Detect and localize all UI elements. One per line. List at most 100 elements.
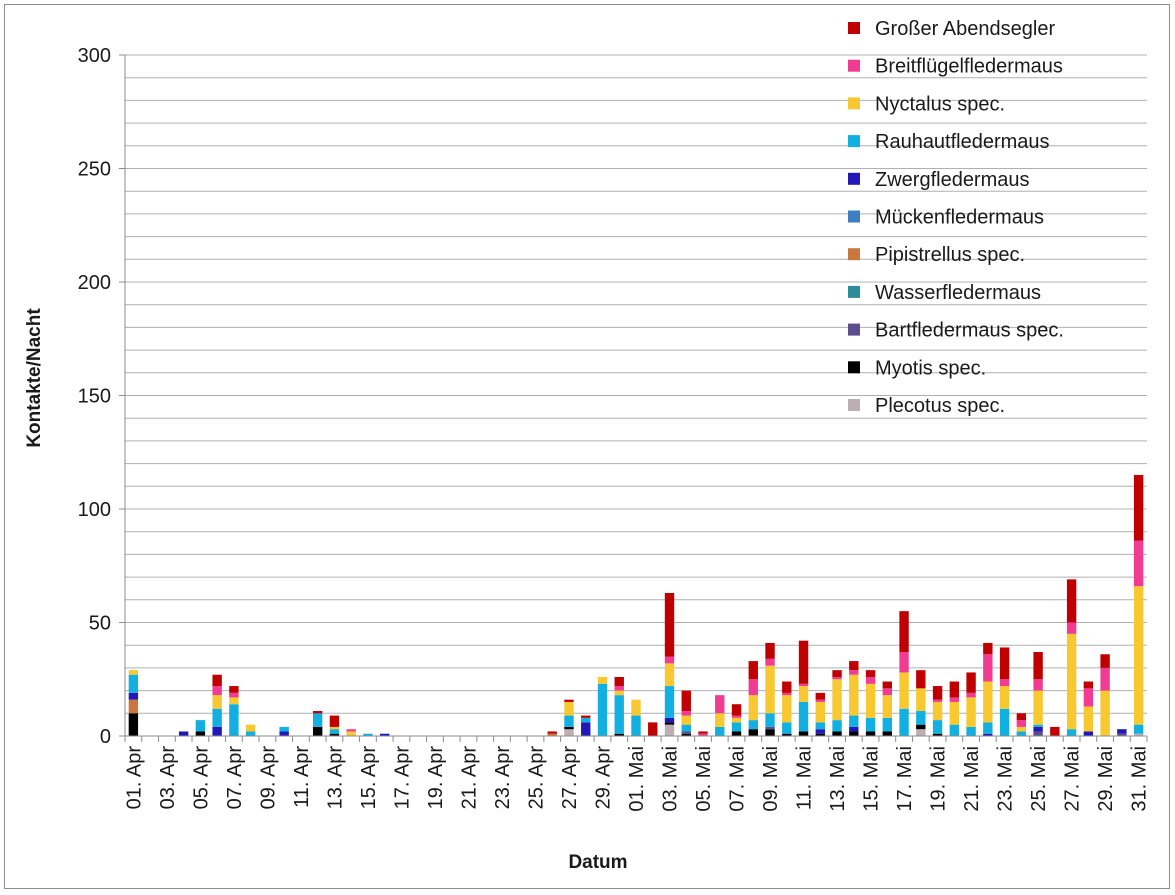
bar-segment — [631, 715, 641, 736]
bar-segment — [798, 686, 809, 702]
bar-segment — [949, 724, 960, 736]
bar-segment — [681, 733, 691, 736]
bar-segment — [849, 674, 859, 716]
bar-segment — [882, 688, 892, 696]
bar-segment — [212, 695, 222, 709]
bar-segment — [748, 729, 758, 736]
bar-segment — [765, 665, 775, 714]
bar-segment — [245, 724, 256, 732]
bar-segment — [547, 733, 557, 736]
bar-segment — [212, 674, 222, 687]
bar-segment — [1066, 729, 1077, 736]
bar-segment — [614, 690, 624, 696]
bar-segment — [1033, 731, 1043, 736]
bar-segment — [597, 683, 608, 736]
bar-segment — [698, 733, 708, 736]
legend-label: Nyctalus spec. — [875, 93, 1005, 115]
bar-segment — [899, 708, 909, 736]
x-tick-label: 03. Mai — [660, 746, 682, 812]
bar-segment — [597, 676, 608, 684]
bar-segment — [865, 676, 876, 684]
bar-segment — [614, 686, 624, 691]
bar-segment — [983, 654, 993, 682]
bar-segment — [983, 681, 993, 723]
legend: Großer Abendsegler Breitflügelfledermaus N… — [848, 18, 1064, 417]
bar-segment — [346, 729, 356, 732]
bar-segment — [916, 711, 926, 725]
bar-segment — [564, 715, 574, 727]
bar-segment — [882, 717, 892, 732]
bar-segment — [849, 715, 859, 727]
bar-segment — [664, 656, 675, 664]
bar-segment — [715, 713, 725, 727]
bar-segment — [312, 726, 323, 736]
bar-segment — [1033, 652, 1043, 680]
bar-segment — [832, 676, 842, 680]
x-tick-label: 09. Apr — [257, 746, 279, 810]
bar-segment — [245, 731, 256, 736]
bar-segment — [681, 711, 691, 716]
bars — [128, 474, 1144, 736]
bar-segment — [765, 726, 775, 730]
bar-segment — [1066, 579, 1077, 623]
bar-segment — [648, 722, 658, 736]
bar-segment — [849, 661, 859, 671]
legend-swatch — [848, 248, 860, 261]
x-tick-label: 21. Mai — [961, 746, 983, 812]
bar-segment — [949, 697, 960, 702]
x-tick-label: 21. Apr — [458, 746, 480, 810]
bar-segment — [782, 722, 792, 734]
bar-segment — [581, 722, 591, 736]
bar-segment — [731, 715, 742, 718]
bar-segment — [681, 715, 691, 725]
bar-segment — [865, 683, 876, 718]
legend-swatch — [848, 22, 860, 34]
bar-segment — [865, 717, 876, 732]
x-tick-label: 25. Mai — [1028, 746, 1050, 812]
bar-segment — [564, 729, 574, 736]
x-tick-label: 07. Mai — [727, 746, 749, 812]
bar-segment — [229, 692, 239, 698]
bar-segment — [815, 701, 825, 723]
x-tick-label: 05. Apr — [190, 746, 212, 810]
x-tick-label: 05. Mai — [693, 746, 715, 812]
bar-segment — [581, 715, 591, 718]
bar-segment — [731, 717, 742, 723]
bar-segment — [564, 699, 574, 702]
bar-segment — [899, 611, 909, 653]
bar-segment — [564, 701, 574, 716]
bar-segment — [564, 726, 574, 730]
y-tick-label: 100 — [78, 499, 111, 521]
bar-segment — [229, 704, 239, 736]
bar-segment — [279, 731, 289, 736]
bar-segment — [1083, 688, 1094, 707]
bar-segment — [681, 731, 691, 734]
bar-segment — [195, 720, 206, 732]
bar-segment — [832, 670, 842, 677]
legend-label: Großer Abendsegler — [875, 18, 1055, 40]
legend-label: Zwergfledermaus — [875, 169, 1030, 191]
stacked-bar-chart: 0 50 100 150 200 250 300 01. Apr 03. Apr 05. Apr… — [24, 18, 1151, 873]
y-tick-label: 150 — [78, 386, 111, 408]
y-tick-label: 250 — [78, 159, 111, 181]
x-tick-label: 11. Mai — [794, 746, 816, 810]
bar-segment — [932, 686, 943, 700]
bar-segment — [212, 686, 222, 696]
legend-label: Wasserfledermaus — [875, 282, 1041, 304]
bar-segment — [1133, 540, 1144, 587]
bar-segment — [932, 699, 943, 702]
bar-segment — [849, 670, 859, 675]
bar-segment — [547, 731, 557, 734]
bar-segment — [128, 713, 139, 736]
bar-segment — [312, 711, 323, 714]
bar-segment — [1117, 729, 1127, 734]
bar-segment — [815, 733, 825, 736]
bar-segment — [195, 731, 206, 736]
legend-swatch — [848, 323, 860, 336]
bar-segment — [715, 695, 725, 714]
x-tick-label: 09. Mai — [760, 746, 782, 812]
bar-segment — [1016, 726, 1027, 732]
bar-segment — [614, 676, 624, 687]
bar-segment — [312, 713, 323, 727]
x-tick-label: 17. Apr — [391, 746, 413, 810]
